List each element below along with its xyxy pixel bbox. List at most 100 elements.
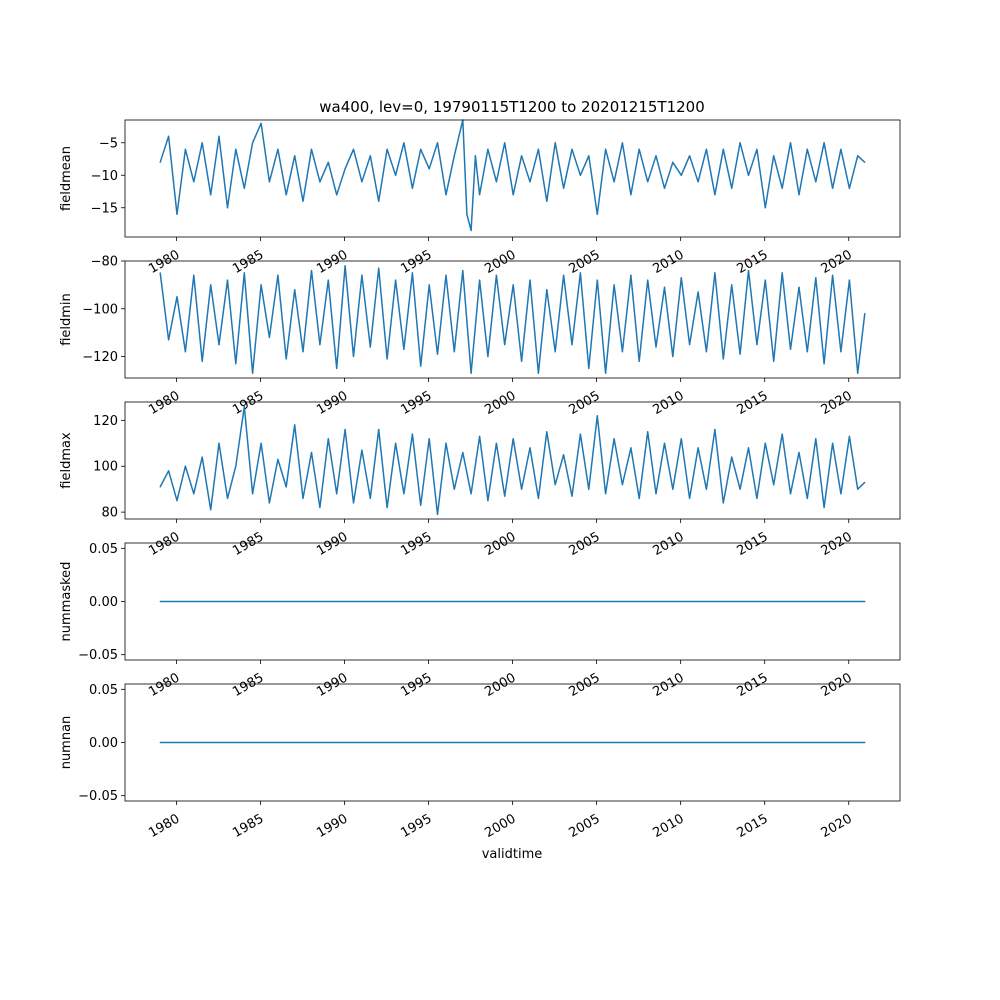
data-point xyxy=(647,431,649,433)
data-point xyxy=(252,493,254,495)
data-point xyxy=(243,272,245,274)
data-point xyxy=(395,279,397,281)
data-point xyxy=(386,148,388,150)
data-point xyxy=(226,279,229,281)
data-point xyxy=(663,286,666,288)
data-point xyxy=(193,274,195,276)
data-point xyxy=(789,142,792,144)
data-point xyxy=(260,122,262,124)
data-point xyxy=(588,488,590,490)
data-point xyxy=(571,148,573,150)
data-point xyxy=(184,148,186,150)
data-point xyxy=(495,442,497,444)
data-point xyxy=(722,358,724,360)
data-point xyxy=(352,148,355,150)
data-point xyxy=(235,465,237,467)
data-point xyxy=(596,415,598,417)
data-point xyxy=(504,344,506,346)
data-point xyxy=(395,442,397,444)
data-point xyxy=(361,274,363,276)
data-point xyxy=(411,272,413,274)
data-point xyxy=(504,142,506,144)
data-point xyxy=(201,456,203,458)
data-point xyxy=(773,484,775,486)
data-point xyxy=(864,600,866,603)
data-point xyxy=(285,486,287,488)
data-point xyxy=(571,344,573,346)
data-point xyxy=(462,451,464,454)
data-point xyxy=(529,447,531,449)
data-point xyxy=(336,367,338,369)
data-point xyxy=(403,348,405,350)
data-point xyxy=(470,229,472,232)
data-point xyxy=(252,142,254,144)
data-point xyxy=(647,181,649,183)
data-point xyxy=(243,187,245,189)
data-point xyxy=(798,286,800,288)
data-point xyxy=(395,174,397,176)
data-point xyxy=(201,360,203,362)
data-point xyxy=(159,486,161,488)
data-point xyxy=(630,447,632,449)
data-point xyxy=(857,155,859,157)
data-point xyxy=(268,502,270,504)
data-point xyxy=(277,458,279,460)
data-point xyxy=(310,451,313,454)
y-tick-label: 0.00 xyxy=(89,736,118,751)
data-point xyxy=(420,504,422,506)
y-tick-label: 0.05 xyxy=(89,683,118,698)
data-point xyxy=(663,442,666,444)
data-point xyxy=(294,155,296,157)
y-tick-label: −0.05 xyxy=(78,648,118,663)
data-point xyxy=(714,428,716,431)
data-point xyxy=(705,351,708,353)
data-point xyxy=(428,168,430,170)
y-tick-label: −5 xyxy=(99,136,118,151)
data-point xyxy=(168,339,170,341)
data-point xyxy=(815,181,817,183)
data-point xyxy=(184,351,186,353)
data-point xyxy=(210,284,212,286)
data-point xyxy=(378,267,380,269)
data-point xyxy=(487,148,489,150)
data-point xyxy=(252,372,254,374)
data-point xyxy=(361,181,363,183)
data-point xyxy=(487,355,489,358)
data-point xyxy=(697,447,699,449)
data-point xyxy=(605,493,607,495)
data-point xyxy=(815,277,817,279)
data-point xyxy=(857,488,859,490)
data-point xyxy=(268,181,270,183)
data-point xyxy=(596,279,598,281)
data-point xyxy=(663,187,666,189)
data-point xyxy=(781,187,783,189)
data-point xyxy=(361,449,363,451)
data-point xyxy=(864,741,866,744)
data-point xyxy=(436,353,439,355)
data-point xyxy=(731,456,733,458)
y-tick-label: −80 xyxy=(91,255,118,270)
data-point xyxy=(218,442,220,444)
data-point xyxy=(613,181,615,183)
data-point xyxy=(747,447,750,449)
data-point xyxy=(554,484,556,486)
data-point xyxy=(159,741,161,744)
data-point xyxy=(310,148,313,150)
data-point xyxy=(848,435,851,437)
y-axis-label: numnan xyxy=(59,716,74,770)
data-point xyxy=(378,428,380,431)
data-point xyxy=(806,497,808,499)
y-tick-label: 0.05 xyxy=(89,542,118,557)
data-point xyxy=(512,284,514,286)
data-point xyxy=(571,495,573,497)
data-point xyxy=(773,360,775,362)
data-point xyxy=(420,365,422,367)
data-point xyxy=(193,493,195,495)
data-point xyxy=(352,355,355,358)
data-point xyxy=(864,481,866,483)
data-point xyxy=(319,506,321,509)
data-point xyxy=(781,433,783,435)
data-point xyxy=(739,488,741,490)
data-point xyxy=(369,346,371,348)
data-point xyxy=(436,142,439,144)
